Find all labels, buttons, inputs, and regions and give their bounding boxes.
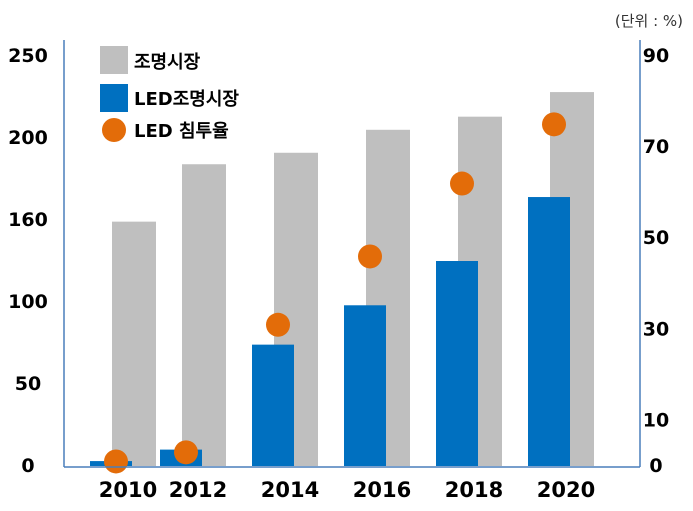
legend-label-market: 조명시장 bbox=[134, 52, 201, 73]
left-tick-label: 0 bbox=[21, 455, 34, 477]
point-led-penetration-2012 bbox=[174, 440, 198, 465]
right-axis-ticks: 0 10 30 50 70 90 bbox=[643, 45, 669, 477]
left-tick-label: 250 bbox=[8, 45, 48, 67]
point-led-penetration-2018 bbox=[450, 171, 474, 196]
legend-marker-led-penetration bbox=[102, 118, 126, 142]
point-led-penetration-2020 bbox=[542, 112, 566, 137]
bar-total-market-2010 bbox=[112, 221, 156, 466]
bar-total-market-2012 bbox=[182, 164, 226, 467]
right-tick-label: 0 bbox=[649, 455, 662, 477]
x-tick-label: 2012 bbox=[169, 478, 227, 502]
x-tick-label: 2020 bbox=[537, 478, 595, 502]
x-tick-label: 2018 bbox=[445, 478, 503, 502]
x-tick-label: 2016 bbox=[353, 478, 411, 502]
legend-label-led-penetration: LED 침투율 bbox=[134, 121, 229, 142]
left-tick-label: 160 bbox=[8, 209, 48, 231]
right-tick-label: 90 bbox=[643, 45, 669, 67]
right-tick-label: 30 bbox=[643, 318, 669, 340]
bar-led-market-2018 bbox=[436, 261, 478, 466]
bar-led-market-2016 bbox=[344, 305, 386, 466]
point-led-penetration-2014 bbox=[266, 312, 290, 337]
bars-group bbox=[90, 92, 594, 467]
legend-label-led-market: LED조명시장 bbox=[134, 89, 239, 110]
left-tick-label: 200 bbox=[8, 127, 48, 149]
legend-swatch-market bbox=[100, 46, 128, 74]
x-axis-ticks: 2010 2012 2014 2016 2018 2020 bbox=[99, 478, 595, 502]
x-tick-label: 2010 bbox=[99, 478, 157, 502]
legend-swatch-led-market bbox=[100, 84, 128, 112]
right-tick-label: 50 bbox=[643, 227, 669, 249]
right-tick-label: 10 bbox=[643, 409, 669, 431]
right-tick-label: 70 bbox=[643, 136, 669, 158]
bar-led-market-2020 bbox=[528, 197, 570, 467]
point-led-penetration-2010 bbox=[104, 449, 128, 474]
point-led-penetration-2016 bbox=[358, 244, 382, 269]
left-tick-label: 100 bbox=[8, 291, 48, 313]
points-group bbox=[104, 112, 566, 474]
x-tick-label: 2014 bbox=[261, 478, 319, 502]
unit-label: (단위 : %) bbox=[615, 12, 683, 30]
legend: 조명시장 LED조명시장 LED 침투율 bbox=[100, 46, 239, 142]
left-tick-label: 50 bbox=[15, 373, 41, 395]
left-axis-ticks: 0 50 100 160 200 250 bbox=[8, 45, 48, 477]
bar-led-market-2014 bbox=[252, 344, 294, 466]
